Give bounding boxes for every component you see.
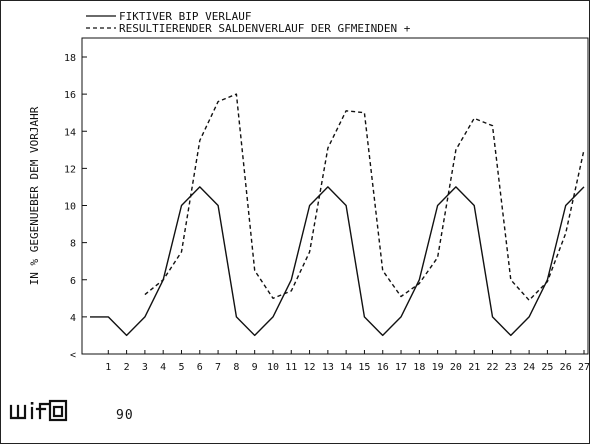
x-tick-label: 15 <box>358 362 370 373</box>
x-tick-label: 26 <box>560 362 572 373</box>
series-line-1 <box>90 186 585 337</box>
x-tick-label: 9 <box>252 362 258 373</box>
x-tick-label: 16 <box>377 362 389 373</box>
x-tick-label: 23 <box>505 362 517 373</box>
x-tick-label: 10 <box>267 362 279 373</box>
legend-label-series-1: FIKTIVER BIP VERLAUF <box>119 10 251 23</box>
x-tick-label: 14 <box>340 362 352 373</box>
x-tick-label: 13 <box>322 362 334 373</box>
x-tick-label: 20 <box>450 362 462 373</box>
x-tick-label: 17 <box>395 362 407 373</box>
x-tick-label: 19 <box>432 362 444 373</box>
y-axis-label: IN % GEGENUEBER DEM VORJAHR <box>28 106 41 285</box>
x-tick-label: 8 <box>233 362 239 373</box>
x-tick-label: 22 <box>486 362 498 373</box>
x-tick-group: 1 2 3 4 5 6 7 8 9 10 11 12 13 14 15 16 17 18 19 20 21 22 23 24 2… <box>105 350 590 373</box>
x-tick-label: 6 <box>197 362 203 373</box>
x-tick-label: 5 <box>178 362 184 373</box>
page-number: 90 <box>116 408 134 423</box>
y-tick-group: <4 6 8 10 12 14 16 18 <box>64 53 87 361</box>
series-line-2 <box>144 93 585 301</box>
x-tick-label: 24 <box>523 362 535 373</box>
plot-area <box>81 37 589 355</box>
x-tick-label: 25 <box>541 362 553 373</box>
y-tick-label: 12 <box>64 164 76 175</box>
series-group <box>90 93 585 337</box>
x-tick-label: 3 <box>142 362 148 373</box>
x-tick-label: 7 <box>215 362 221 373</box>
x-tick-label: 1 <box>105 362 111 373</box>
x-tick-label: 18 <box>413 362 425 373</box>
y-tick-label: 16 <box>64 90 76 101</box>
legend: FIKTIVER BIP VERLAUF RESULTIERENDER SALD… <box>86 10 411 35</box>
x-tick-label: 12 <box>304 362 316 373</box>
y-tick-label: 18 <box>64 53 76 64</box>
x-tick-label: 4 <box>160 362 166 373</box>
x-tick-label: 11 <box>285 362 297 373</box>
y-tick-label: 4 <box>70 313 76 324</box>
y-tick-label: 14 <box>64 127 76 138</box>
x-tick-label: 27 <box>578 362 590 373</box>
wifo-logo <box>9 399 68 422</box>
y-tick-label: 6 <box>70 276 76 287</box>
x-tick-label: 21 <box>468 362 480 373</box>
y-tick-label: 10 <box>64 202 76 213</box>
y-tick-label: < <box>70 350 76 361</box>
x-tick-label: 2 <box>124 362 130 373</box>
y-tick-label: 8 <box>70 239 76 250</box>
legend-label-series-2: RESULTIERENDER SALDENVERLAUF DER GFMEIND… <box>119 22 411 35</box>
